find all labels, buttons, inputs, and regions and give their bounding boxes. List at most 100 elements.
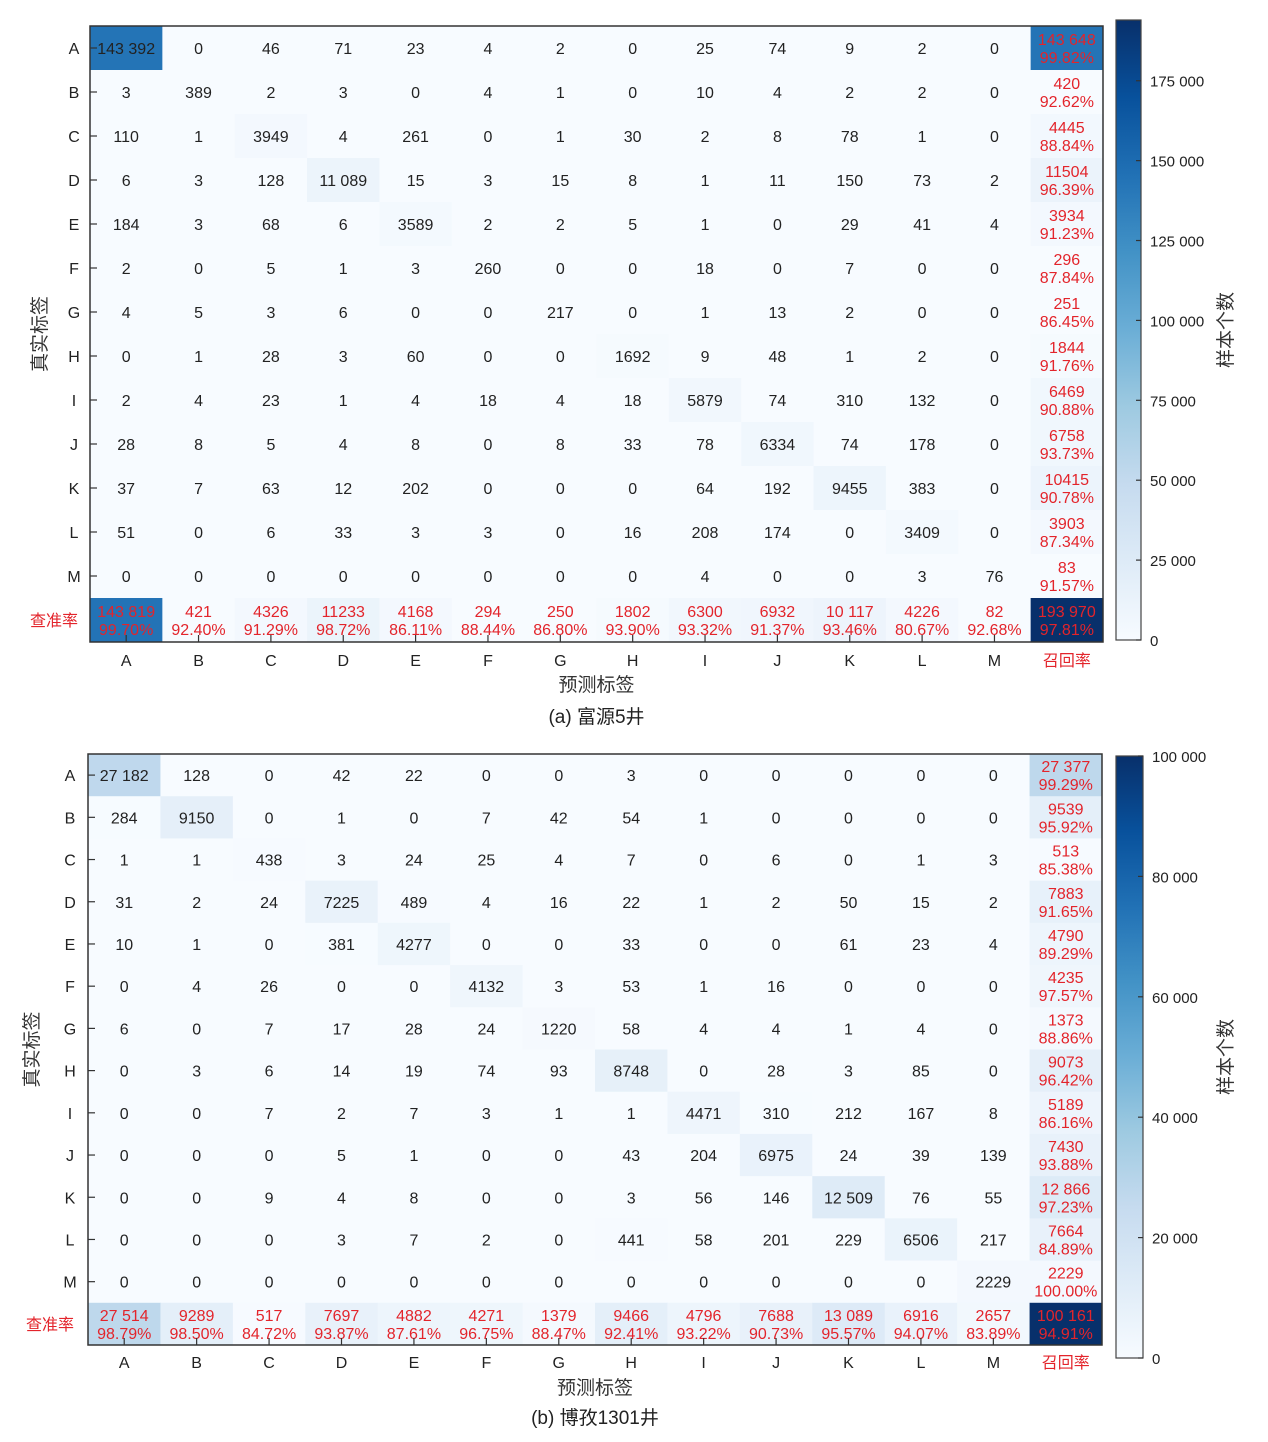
matrix-cell [234,334,308,379]
y-tick-label: E [69,217,80,234]
matrix-value: 0 [484,129,493,146]
matrix-value: 13 [768,305,786,322]
matrix-value: 3 [194,217,203,234]
matrix-cell [451,466,525,511]
matrix-cell [522,1091,596,1135]
matrix-value: 4 [554,853,563,870]
matrix-cell [813,202,887,247]
recall-rate: 97.57% [1039,988,1093,1005]
precision-rate: 92.41% [604,1326,658,1343]
matrix-cell [812,1091,886,1135]
matrix-cell [88,838,161,882]
matrix-value: 3 [844,1064,853,1081]
precision-rate: 92.40% [171,622,225,639]
matrix-value: 2 [772,895,781,912]
matrix-value: 4132 [469,979,505,996]
matrix-value: 0 [699,853,708,870]
x-tick-label: L [916,1355,925,1372]
matrix-cell [741,290,815,335]
matrix-cell [232,1218,306,1262]
precision-count: 6916 [903,1308,939,1325]
y-tick-label: I [68,1106,72,1123]
matrix-cell [88,880,161,924]
matrix-value: 0 [411,569,420,586]
matrix-cell [884,1007,958,1050]
recall-count: 12 866 [1041,1181,1090,1198]
recall-cell [1029,965,1103,1008]
matrix-cell [741,158,815,203]
matrix-cell [379,158,453,203]
matrix-value: 0 [482,1190,491,1207]
matrix-value: 0 [916,768,925,785]
matrix-cell [234,378,308,423]
matrix-cell [90,466,163,511]
recall-count: 251 [1053,296,1080,313]
matrix-cell [307,158,380,203]
matrix-value: 3 [194,173,203,190]
recall-cell [1029,922,1103,966]
matrix-value: 3 [627,1190,636,1207]
matrix-cell [885,114,959,159]
matrix-value: 3 [484,173,493,190]
matrix-value: 0 [989,1064,998,1081]
matrix-cell [90,158,163,203]
matrix-value: 0 [628,85,637,102]
matrix-cell [522,965,596,1008]
matrix-value: 7 [194,481,203,498]
matrix-value: 74 [841,437,859,454]
recall-count: 1373 [1048,1012,1084,1029]
matrix-cell [667,1176,741,1219]
precision-count: 13 089 [824,1308,873,1325]
matrix-value: 74 [768,41,786,58]
matrix-value: 6 [339,217,348,234]
x-tick-label: C [263,1355,275,1372]
matrix-cell [667,922,741,966]
matrix-value: 0 [194,261,203,278]
recall-rate: 92.62% [1040,94,1094,111]
matrix-value: 0 [339,569,348,586]
matrix-value: 139 [980,1148,1007,1165]
x-tick-label: G [554,653,566,670]
matrix-cell [90,378,163,423]
matrix-cell [739,1176,813,1219]
matrix-cell [522,922,596,966]
matrix-value: 0 [484,481,493,498]
matrix-cell [379,422,453,467]
matrix-value: 15 [912,895,930,912]
recall-cell [1030,70,1104,115]
matrix-value: 0 [482,768,491,785]
matrix-value: 1 [337,810,346,827]
precision-rate: 91.37% [750,622,804,639]
matrix-cell [958,510,1032,555]
matrix-value: 0 [990,85,999,102]
matrix-value: 0 [990,525,999,542]
x-tick-label: I [703,653,707,670]
matrix-cell [957,1091,1031,1135]
recall-count: 10415 [1045,472,1090,489]
colorbar-tick-label: 100 000 [1152,749,1206,766]
matrix-cell [379,378,453,423]
matrix-cell [957,880,1031,924]
recall-count: 6758 [1049,428,1085,445]
matrix-cell [162,422,236,467]
matrix-cell [667,1218,741,1262]
matrix-value: 78 [841,129,859,146]
matrix-cell [162,378,236,423]
matrix-value: 0 [844,768,853,785]
matrix-value: 2 [701,129,710,146]
matrix-cell [739,880,813,924]
matrix-cell [595,1133,668,1177]
matrix-value: 42 [333,768,351,785]
matrix-cell [595,1260,668,1304]
matrix-cell [739,1049,813,1093]
matrix-cell [162,510,236,555]
matrix-cell [958,466,1032,511]
matrix-cell [668,554,742,599]
matrix-cell [522,1260,596,1304]
matrix-cell [595,880,668,924]
matrix-cell [451,202,525,247]
matrix-value: 0 [699,1275,708,1292]
matrix-cell [307,334,380,379]
matrix-cell [884,1049,958,1093]
matrix-cell [524,466,597,511]
